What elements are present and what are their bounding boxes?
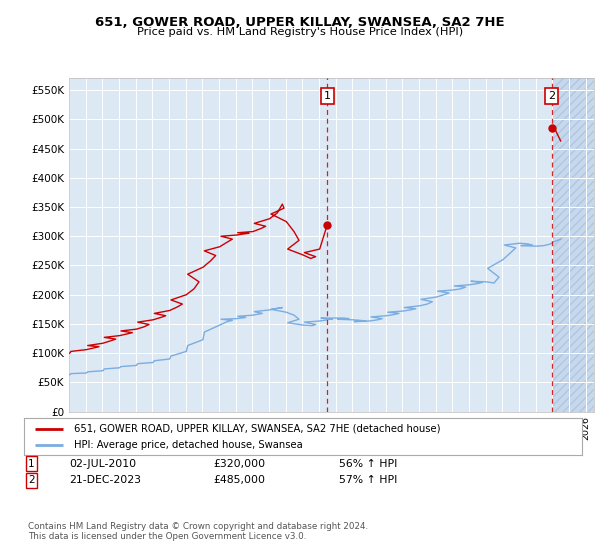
Text: 651, GOWER ROAD, UPPER KILLAY, SWANSEA, SA2 7HE (detached house): 651, GOWER ROAD, UPPER KILLAY, SWANSEA, …: [74, 423, 441, 433]
Text: Contains HM Land Registry data © Crown copyright and database right 2024.
This d: Contains HM Land Registry data © Crown c…: [28, 522, 368, 542]
Text: 56% ↑ HPI: 56% ↑ HPI: [339, 459, 397, 469]
Text: HPI: Average price, detached house, Swansea: HPI: Average price, detached house, Swan…: [74, 440, 303, 450]
Text: 2: 2: [548, 91, 556, 101]
Bar: [553, 78, 594, 412]
Text: £485,000: £485,000: [213, 475, 265, 486]
Text: 2: 2: [28, 475, 35, 486]
Text: 1: 1: [28, 459, 35, 469]
Text: 21-DEC-2023: 21-DEC-2023: [69, 475, 141, 486]
Text: £320,000: £320,000: [213, 459, 265, 469]
Text: 02-JUL-2010: 02-JUL-2010: [69, 459, 136, 469]
Text: Price paid vs. HM Land Registry's House Price Index (HPI): Price paid vs. HM Land Registry's House …: [137, 27, 463, 37]
Text: 651, GOWER ROAD, UPPER KILLAY, SWANSEA, SA2 7HE: 651, GOWER ROAD, UPPER KILLAY, SWANSEA, …: [95, 16, 505, 29]
Text: 57% ↑ HPI: 57% ↑ HPI: [339, 475, 397, 486]
Text: 1: 1: [324, 91, 331, 101]
